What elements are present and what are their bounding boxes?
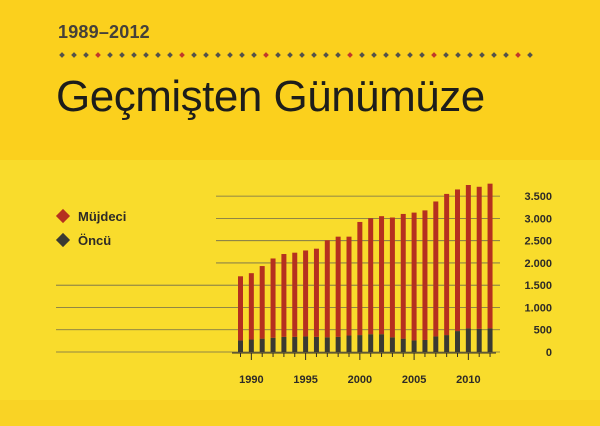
bar-segment — [465, 328, 471, 352]
bar-segment — [270, 258, 276, 338]
bar-segment — [346, 236, 352, 336]
year-range: 1989–2012 — [58, 22, 150, 42]
bar-segment — [422, 339, 428, 352]
footer-band — [0, 400, 600, 426]
bar-segment — [248, 339, 254, 352]
bar-segment — [411, 212, 417, 341]
bar-segment — [389, 217, 395, 338]
bar-segment — [292, 252, 298, 337]
x-tick-label: 2005 — [402, 374, 426, 386]
bar-segment — [335, 236, 341, 337]
legend-item-oncu: Öncü — [55, 229, 126, 251]
divider-dot — [515, 52, 521, 58]
bar-segment — [465, 185, 471, 329]
bar-segment — [303, 336, 309, 352]
bar-segment — [444, 335, 450, 352]
bar-segment — [411, 340, 417, 352]
bar-segment — [346, 335, 352, 352]
y-tick-label: 3.500 — [524, 191, 552, 203]
bar-segment — [379, 334, 385, 352]
bar-segment — [324, 337, 330, 352]
header-band — [0, 0, 600, 160]
bar-segment — [357, 335, 363, 352]
bar-segment — [444, 193, 450, 336]
bar-segment — [270, 337, 276, 352]
bar-segment — [259, 266, 265, 339]
bar-segment — [476, 328, 482, 352]
page-title: Geçmişten Günümüze — [56, 72, 485, 121]
bar-segment — [487, 328, 493, 352]
bar-segment — [476, 186, 482, 329]
bar-segment — [455, 331, 460, 352]
y-tick-label: 2.000 — [524, 258, 552, 270]
bar-segment — [238, 276, 243, 341]
bar-segment — [313, 336, 319, 352]
y-tick-label: 2.500 — [524, 236, 552, 248]
y-tick-label: 3.000 — [524, 213, 552, 225]
divider-dot — [527, 52, 533, 58]
bar-segment — [487, 183, 493, 329]
bar-segment — [389, 337, 395, 352]
x-tick-label: 2000 — [348, 374, 372, 386]
y-tick-label: 1.000 — [524, 302, 552, 314]
x-tick-label: 2010 — [456, 374, 480, 386]
y-tick-label: 0 — [546, 347, 552, 359]
x-tick-label: 1995 — [293, 374, 317, 386]
bar-segment — [238, 340, 243, 352]
bar-segment — [292, 336, 298, 352]
x-tick-label: 1990 — [239, 374, 263, 386]
bar-segment — [335, 336, 341, 352]
legend-item-mujdeci: Müjdeci — [55, 205, 127, 227]
bar-segment — [248, 273, 254, 340]
legend-label-mujdeci: Müjdeci — [78, 208, 127, 224]
bar-segment — [433, 201, 439, 337]
bar-segment — [422, 210, 428, 340]
bar-segment — [368, 334, 374, 352]
bar-segment — [368, 218, 374, 335]
chart-legend: Müjdeci Öncü — [55, 205, 127, 253]
bar-segment — [400, 338, 406, 352]
bar-segment — [433, 336, 439, 352]
y-tick-label: 500 — [534, 325, 552, 337]
bar-segment — [281, 336, 287, 352]
bar-segment — [324, 240, 330, 338]
dotted-divider — [59, 52, 533, 58]
bar-segment — [313, 248, 319, 337]
y-tick-label: 1.500 — [524, 280, 552, 292]
legend-label-oncu: Öncü — [78, 232, 112, 248]
bar-segment — [357, 221, 363, 336]
bar-segment — [455, 189, 460, 332]
bar-segment — [281, 254, 287, 337]
bar-segment — [400, 213, 406, 339]
bar-segment — [303, 250, 309, 337]
bar-segment — [259, 338, 265, 352]
bar-segment — [379, 216, 385, 335]
